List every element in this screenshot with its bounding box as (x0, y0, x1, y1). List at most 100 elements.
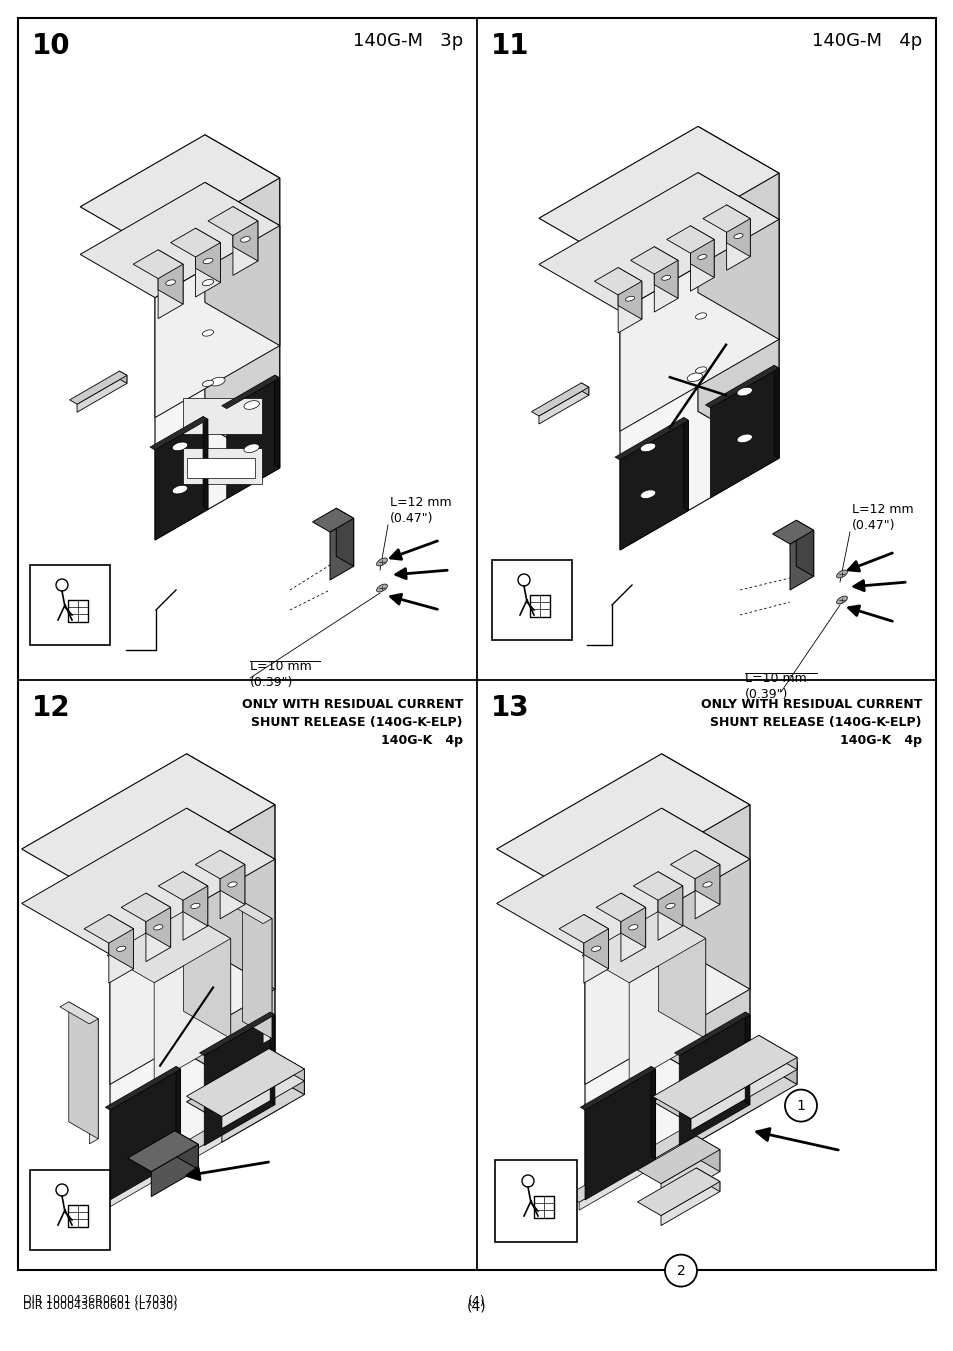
Polygon shape (584, 1069, 655, 1200)
Polygon shape (660, 1182, 720, 1225)
Text: 10: 10 (32, 32, 71, 59)
Ellipse shape (228, 882, 237, 888)
Polygon shape (199, 1012, 274, 1055)
Text: 1: 1 (796, 1098, 804, 1113)
Polygon shape (618, 267, 641, 319)
Ellipse shape (702, 882, 711, 888)
Polygon shape (696, 1169, 720, 1192)
Polygon shape (77, 376, 127, 412)
Ellipse shape (836, 570, 846, 578)
Polygon shape (538, 173, 779, 311)
Bar (183, 449, 262, 484)
Polygon shape (269, 1048, 304, 1081)
Polygon shape (121, 893, 171, 921)
Polygon shape (594, 267, 641, 295)
Polygon shape (90, 1019, 98, 1144)
Polygon shape (690, 239, 714, 292)
Polygon shape (690, 1058, 796, 1131)
Polygon shape (92, 1090, 286, 1202)
Text: ONLY WITH RESIDUAL CURRENT
SHUNT RELEASE (140G-K-ELP)
140G-K   4p: ONLY WITH RESIDUAL CURRENT SHUNT RELEASE… (241, 698, 462, 747)
Polygon shape (618, 281, 641, 332)
Polygon shape (619, 420, 688, 550)
Polygon shape (183, 912, 231, 1039)
Ellipse shape (166, 280, 175, 285)
Text: (4): (4) (468, 1296, 485, 1308)
Text: DIR 1000436R0601 (L7030): DIR 1000436R0601 (L7030) (23, 1296, 177, 1305)
Polygon shape (652, 1035, 796, 1119)
Polygon shape (221, 376, 279, 408)
Ellipse shape (695, 367, 706, 373)
Ellipse shape (240, 236, 250, 242)
Ellipse shape (628, 924, 638, 929)
Ellipse shape (697, 254, 706, 259)
Ellipse shape (686, 373, 701, 381)
Polygon shape (683, 417, 688, 511)
Text: 12: 12 (32, 694, 71, 721)
Bar (534, 1196, 554, 1219)
Text: (4): (4) (467, 1300, 486, 1315)
Polygon shape (579, 1066, 655, 1111)
Polygon shape (69, 1002, 98, 1139)
Polygon shape (630, 247, 678, 274)
Bar (492, 561, 572, 640)
Polygon shape (22, 754, 274, 900)
Polygon shape (183, 871, 208, 925)
Polygon shape (187, 808, 274, 989)
Polygon shape (658, 886, 682, 940)
Polygon shape (690, 226, 714, 277)
Polygon shape (133, 250, 183, 278)
Polygon shape (796, 520, 813, 577)
Polygon shape (175, 1066, 180, 1159)
Text: 2: 2 (676, 1263, 684, 1278)
Polygon shape (698, 127, 779, 458)
Polygon shape (581, 912, 705, 982)
Polygon shape (204, 1015, 274, 1146)
Bar (30, 565, 110, 644)
Polygon shape (187, 754, 274, 1105)
Polygon shape (758, 1035, 796, 1070)
Ellipse shape (116, 946, 126, 951)
Text: ONLY WITH RESIDUAL CURRENT
SHUNT RELEASE (140G-K-ELP)
140G-K   4p: ONLY WITH RESIDUAL CURRENT SHUNT RELEASE… (700, 698, 921, 747)
Polygon shape (660, 808, 749, 989)
Ellipse shape (836, 596, 846, 604)
Ellipse shape (376, 584, 387, 592)
Polygon shape (578, 1097, 760, 1210)
Ellipse shape (244, 444, 259, 453)
Polygon shape (660, 754, 749, 1105)
Polygon shape (222, 1074, 304, 1142)
Polygon shape (205, 182, 279, 346)
Polygon shape (80, 182, 279, 297)
Polygon shape (158, 871, 208, 900)
Polygon shape (119, 372, 127, 384)
Polygon shape (583, 915, 608, 969)
Polygon shape (690, 1062, 796, 1146)
Polygon shape (567, 1090, 760, 1202)
Polygon shape (330, 519, 354, 580)
Ellipse shape (639, 490, 655, 499)
Polygon shape (233, 222, 257, 276)
Polygon shape (710, 369, 779, 497)
Ellipse shape (660, 276, 670, 280)
Ellipse shape (695, 259, 706, 265)
Polygon shape (749, 1090, 760, 1105)
Polygon shape (242, 901, 272, 1039)
Ellipse shape (202, 380, 213, 386)
Ellipse shape (191, 904, 200, 908)
Polygon shape (658, 912, 705, 1039)
Polygon shape (695, 865, 720, 919)
Polygon shape (203, 416, 208, 509)
Polygon shape (195, 243, 220, 297)
Polygon shape (695, 850, 720, 905)
Polygon shape (220, 865, 245, 919)
Ellipse shape (172, 485, 188, 494)
Polygon shape (773, 365, 779, 458)
Polygon shape (652, 1040, 796, 1124)
Text: L=12 mm
(0.47"): L=12 mm (0.47") (851, 503, 913, 532)
Polygon shape (205, 135, 279, 467)
Ellipse shape (202, 280, 213, 286)
Polygon shape (698, 173, 779, 339)
Polygon shape (620, 908, 645, 962)
Ellipse shape (376, 558, 387, 566)
Text: 140G-M   4p: 140G-M 4p (811, 32, 921, 50)
Polygon shape (654, 261, 678, 312)
